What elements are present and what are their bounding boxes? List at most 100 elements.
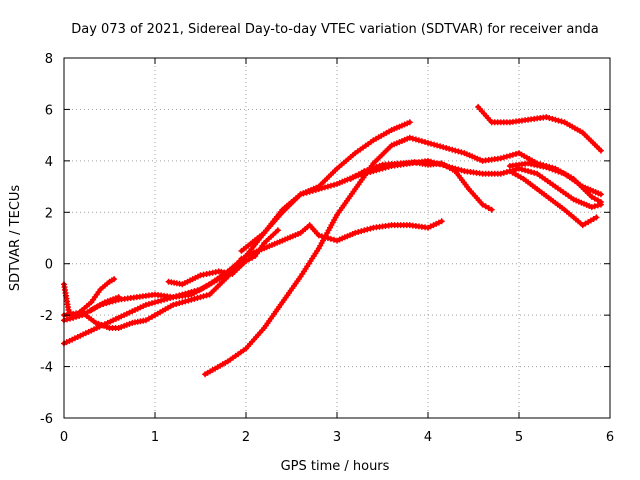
series-line <box>62 219 444 323</box>
series-line <box>203 135 603 377</box>
data-point <box>426 225 430 230</box>
data-point <box>412 160 417 165</box>
data-point <box>171 302 176 307</box>
data-point <box>389 143 394 148</box>
data-point <box>544 115 549 120</box>
data-point <box>439 161 444 166</box>
data-point <box>389 128 394 132</box>
data-point <box>143 302 148 307</box>
y-tick-label: 6 <box>45 103 53 118</box>
data-point <box>71 315 76 320</box>
data-point <box>107 279 112 284</box>
data-point <box>80 313 85 318</box>
x-tick-label: 3 <box>333 430 341 445</box>
data-point <box>166 279 171 284</box>
series-track-8 <box>61 255 245 331</box>
data-point <box>207 292 212 297</box>
data-point <box>598 192 603 197</box>
y-tick-label: 2 <box>45 206 53 221</box>
x-tick-label: 2 <box>242 430 250 445</box>
data-point <box>507 120 512 125</box>
series-track-4 <box>347 159 495 213</box>
data-point <box>116 295 121 300</box>
data-point <box>489 207 494 212</box>
series-track-5 <box>475 103 604 154</box>
data-point <box>380 162 385 167</box>
data-point <box>589 194 594 199</box>
data-point <box>207 282 212 287</box>
data-point <box>507 169 512 174</box>
data-point <box>407 135 412 140</box>
data-point <box>275 228 280 233</box>
data-point <box>189 297 194 302</box>
data-point <box>89 308 94 312</box>
data-point <box>444 146 449 150</box>
data-point <box>143 318 148 323</box>
x-tick-label: 5 <box>515 430 523 445</box>
y-tick-label: 4 <box>45 155 53 170</box>
data-point <box>562 171 567 176</box>
data-point <box>562 120 567 125</box>
data-point <box>517 166 521 171</box>
data-point <box>548 197 553 202</box>
data-point <box>335 238 339 243</box>
data-point <box>102 300 107 305</box>
data-point <box>262 230 267 235</box>
data-point <box>262 326 267 330</box>
data-point <box>571 197 576 202</box>
data-point <box>398 161 403 166</box>
x-tick-labels: 0 1 2 3 4 5 6 <box>60 430 614 445</box>
data-point <box>316 246 321 251</box>
series-track-11 <box>61 276 118 321</box>
data-point <box>535 187 540 192</box>
data-point <box>298 274 303 279</box>
data-point <box>407 223 412 228</box>
data-point <box>526 161 531 166</box>
data-point <box>335 166 339 171</box>
data-point <box>462 169 467 174</box>
data-point <box>244 259 248 264</box>
series-markers <box>506 168 600 229</box>
data-point <box>244 346 248 351</box>
chart-title: Day 073 of 2021, Sidereal Day-to-day VTE… <box>71 22 599 37</box>
data-point <box>112 277 117 282</box>
x-tick-label: 0 <box>60 430 68 445</box>
series-markers <box>475 103 604 154</box>
data-point <box>594 215 599 220</box>
data-point <box>203 372 208 377</box>
data-point <box>280 210 285 215</box>
y-tick-label: 0 <box>45 258 53 273</box>
x-tick-label: 1 <box>151 430 159 445</box>
data-point <box>171 295 176 300</box>
data-point <box>353 151 358 156</box>
data-point <box>134 295 139 300</box>
data-point <box>517 151 521 156</box>
data-point <box>280 300 285 305</box>
series-markers <box>238 157 604 254</box>
data-point <box>407 120 412 125</box>
data-point <box>316 233 321 238</box>
series-line <box>476 104 603 153</box>
series-track-10 <box>165 227 281 288</box>
data-point <box>544 165 549 170</box>
data-point <box>439 219 444 224</box>
data-point <box>598 202 603 207</box>
data-point <box>535 171 540 176</box>
y-axis-label: SDTVAR / TECUs <box>8 185 23 292</box>
data-point <box>307 223 312 228</box>
data-point <box>353 230 358 235</box>
series-group <box>61 103 604 378</box>
data-point <box>89 328 94 333</box>
y-tick-labels: -6 -4 -2 0 2 4 6 8 <box>40 52 53 427</box>
data-point <box>562 207 567 212</box>
data-point <box>480 158 485 163</box>
data-point <box>498 171 503 176</box>
data-point <box>353 187 358 192</box>
series-track-12 <box>88 294 122 313</box>
series-markers <box>202 134 604 378</box>
y-tick-label: 8 <box>45 52 53 67</box>
data-point <box>521 176 526 181</box>
series-track-9 <box>61 218 445 324</box>
data-point <box>371 161 376 166</box>
data-point <box>253 254 258 258</box>
